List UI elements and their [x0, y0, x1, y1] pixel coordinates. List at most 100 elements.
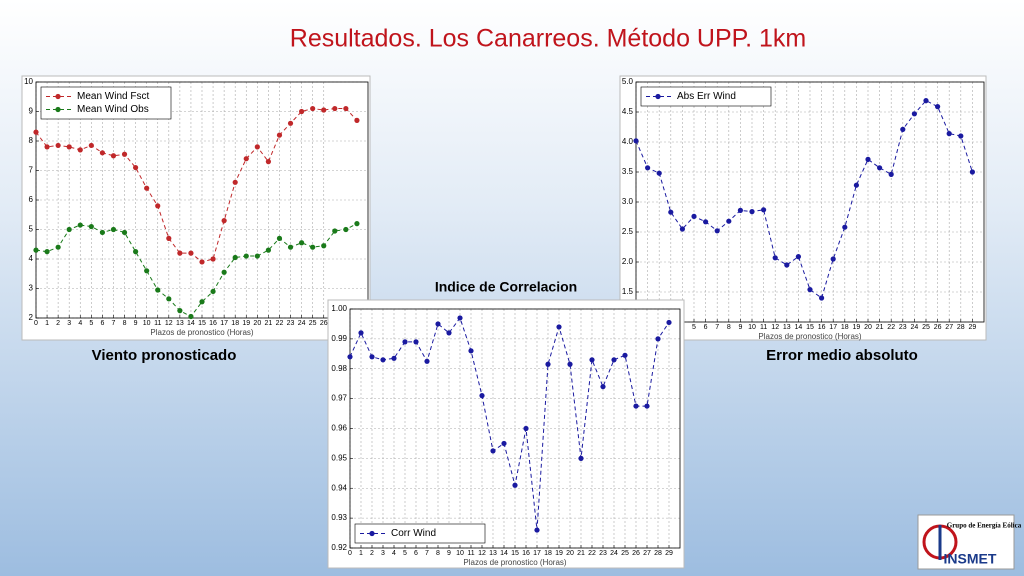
data-point — [232, 179, 238, 185]
data-point — [668, 209, 674, 215]
data-point — [265, 247, 271, 253]
y-tick-label: 0.97 — [331, 394, 347, 403]
data-point — [88, 142, 94, 149]
x-tick-label: 17 — [220, 320, 228, 327]
data-point — [446, 330, 452, 336]
data-point — [795, 254, 802, 260]
data-point — [402, 339, 408, 345]
plot-frame — [635, 81, 985, 323]
data-point — [512, 482, 518, 488]
data-point — [622, 352, 628, 358]
y-tick-label: 7 — [29, 166, 34, 175]
caption: Error medio absoluto — [766, 347, 918, 364]
data-point — [310, 244, 316, 250]
x-tick-label: 9 — [134, 320, 138, 327]
x-tick-label: 26 — [934, 324, 942, 331]
data-point — [468, 348, 474, 354]
data-point — [703, 219, 709, 225]
x-axis-label: Plazos de pronostico (Horas) — [758, 332, 861, 341]
x-tick-label: 24 — [298, 320, 306, 327]
x-tick-label: 21 — [577, 550, 585, 557]
data-point — [567, 361, 573, 367]
y-tick-label: 6 — [29, 195, 34, 204]
x-tick-label: 7 — [425, 550, 429, 557]
y-tick-label: 1.5 — [622, 287, 634, 296]
x-tick-label: 24 — [610, 550, 618, 557]
x-tick-label: 10 — [748, 324, 756, 331]
data-point — [534, 527, 540, 533]
y-tick-label: 0.93 — [331, 513, 347, 522]
data-point — [66, 226, 72, 233]
x-axis-label: Plazos de pronostico (Horas) — [150, 328, 253, 337]
x-tick-label: 14 — [187, 320, 195, 327]
x-tick-label: 20 — [864, 324, 872, 331]
legend-swatch — [369, 530, 375, 537]
y-tick-label: 0.94 — [331, 483, 347, 492]
data-point — [457, 315, 463, 321]
x-tick-label: 5 — [89, 320, 93, 327]
chart-panel: Indice de Correlacion 0.92 0.93 0.94 0.95 0.9… — [327, 279, 685, 569]
y-tick-label: 0.92 — [331, 543, 347, 552]
data-point — [144, 185, 150, 191]
data-point — [243, 253, 249, 259]
x-tick-label: 26 — [632, 550, 640, 557]
x-tick-label: 29 — [969, 324, 977, 331]
panel-background — [327, 299, 685, 569]
x-tick-label: 0 — [34, 320, 38, 327]
data-point — [900, 126, 906, 132]
data-point — [221, 218, 227, 224]
data-point — [88, 223, 94, 230]
x-tick-label: 18 — [841, 324, 849, 331]
data-point — [276, 235, 283, 241]
x-tick-label: 1 — [359, 550, 363, 557]
y-tick-label: 3.0 — [622, 197, 634, 206]
y-tick-label: 4.5 — [622, 107, 634, 116]
data-point — [254, 144, 260, 150]
data-point — [958, 133, 964, 139]
logo-group: Grupo de Energía Eólica — [947, 522, 1022, 530]
y-tick-label: 0.96 — [331, 424, 347, 433]
data-point — [343, 105, 349, 112]
data-point — [413, 339, 419, 345]
plot-frame — [349, 308, 681, 549]
x-tick-label: 6 — [704, 324, 708, 331]
data-point — [877, 165, 883, 171]
data-point — [358, 330, 364, 336]
data-point — [354, 117, 360, 123]
data-point — [923, 98, 929, 104]
chart-title: Indice de Correlacion — [435, 279, 577, 295]
y-tick-label: 5 — [29, 225, 34, 234]
x-tick-label: 24 — [911, 324, 919, 331]
data-point — [343, 226, 349, 233]
x-tick-label: 22 — [588, 550, 596, 557]
x-tick-label: 10 — [143, 320, 151, 327]
data-point — [99, 229, 105, 236]
data-point — [655, 336, 661, 342]
data-point — [633, 138, 639, 144]
data-point — [969, 169, 976, 175]
data-point — [188, 250, 194, 256]
data-point — [99, 150, 105, 156]
data-point — [761, 207, 767, 213]
x-tick-label: 17 — [829, 324, 837, 331]
x-tick-label: 7 — [715, 324, 719, 331]
y-tick-label: 4.0 — [622, 137, 634, 146]
x-tick-label: 16 — [209, 320, 217, 327]
x-tick-label: 22 — [887, 324, 895, 331]
data-point — [299, 240, 305, 246]
data-point — [911, 111, 918, 117]
y-tick-label: 0.99 — [331, 334, 347, 343]
data-point — [691, 213, 697, 219]
x-tick-label: 11 — [154, 320, 161, 327]
x-tick-label: 4 — [78, 320, 82, 327]
x-tick-label: 11 — [760, 324, 767, 331]
data-point — [33, 129, 39, 135]
legend-box — [640, 86, 772, 107]
data-point — [299, 108, 305, 115]
x-tick-label: 12 — [771, 324, 779, 331]
x-tick-label: 11 — [467, 550, 474, 557]
x-tick-label: 23 — [287, 320, 295, 327]
data-point — [749, 209, 755, 215]
x-tick-label: 20 — [253, 320, 261, 327]
x-tick-label: 29 — [665, 550, 673, 557]
